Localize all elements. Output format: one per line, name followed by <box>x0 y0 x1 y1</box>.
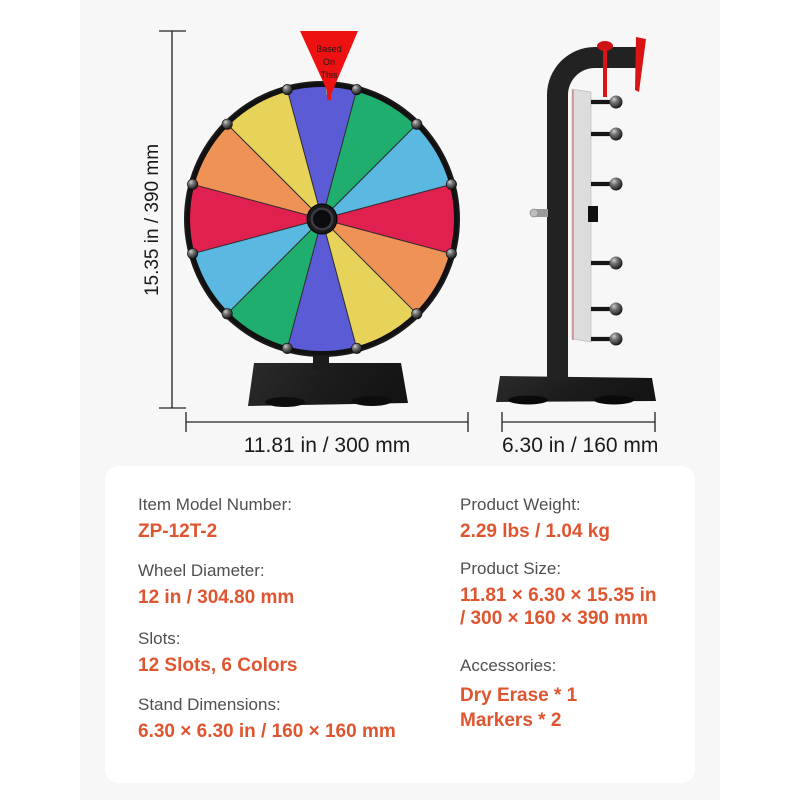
svg-text:Based: Based <box>316 44 342 54</box>
svg-text:On: On <box>323 57 335 67</box>
svg-text:This: This <box>320 70 338 80</box>
